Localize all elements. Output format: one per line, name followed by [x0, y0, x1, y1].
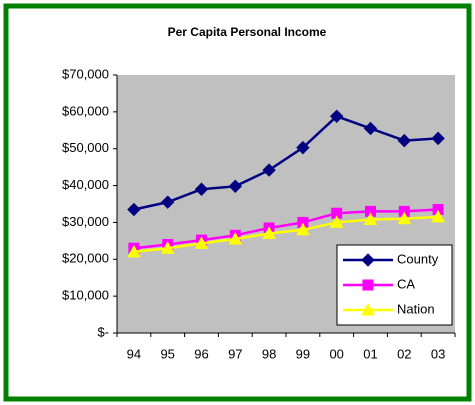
data-point	[160, 241, 175, 254]
data-point	[228, 179, 243, 194]
data-point	[194, 236, 209, 249]
data-point	[127, 202, 141, 217]
y-tick-label: $50,000	[62, 140, 109, 155]
legend-marker	[361, 253, 375, 267]
data-point	[329, 215, 344, 228]
data-point	[296, 222, 310, 236]
data-point	[262, 163, 276, 177]
y-tick-label: $10,000	[62, 288, 109, 303]
data-point	[397, 133, 412, 148]
legend-label: Nation	[397, 301, 435, 316]
x-tick-label: 94	[127, 346, 141, 361]
x-tick-label: 96	[194, 346, 208, 361]
data-point	[296, 140, 310, 155]
series-line	[133, 114, 439, 211]
y-tick-label: $30,000	[62, 214, 109, 229]
y-tick-label: $40,000	[62, 177, 109, 192]
x-tick-label: 02	[397, 346, 411, 361]
data-point	[431, 131, 445, 146]
data-point	[329, 109, 344, 123]
data-point	[431, 209, 445, 223]
y-tick-label: $20,000	[62, 251, 109, 266]
x-tick-label: 00	[329, 346, 343, 361]
series-line	[133, 208, 439, 250]
data-point	[363, 212, 378, 225]
data-point	[228, 231, 243, 245]
x-tick-label: 98	[262, 346, 276, 361]
chart-title: Per Capita Personal Income	[168, 25, 327, 39]
data-point	[194, 182, 209, 196]
y-tick-label: $70,000	[62, 66, 109, 81]
legend-label: County	[397, 251, 439, 266]
data-point	[363, 121, 378, 136]
x-tick-label: 03	[431, 346, 445, 361]
data-point	[127, 244, 141, 258]
legend-marker	[362, 279, 374, 291]
x-tick-label: 95	[160, 346, 174, 361]
series-line	[133, 215, 439, 254]
y-tick-label: $-	[97, 324, 109, 339]
data-point	[262, 226, 276, 239]
data-point	[397, 211, 412, 225]
x-tick-label: 99	[296, 346, 310, 361]
x-tick-label: 97	[228, 346, 242, 361]
x-tick-label: 01	[363, 346, 377, 361]
legend-label: CA	[397, 276, 415, 291]
data-point	[160, 195, 175, 209]
y-tick-label: $60,000	[62, 103, 109, 118]
legend-marker	[361, 302, 375, 316]
